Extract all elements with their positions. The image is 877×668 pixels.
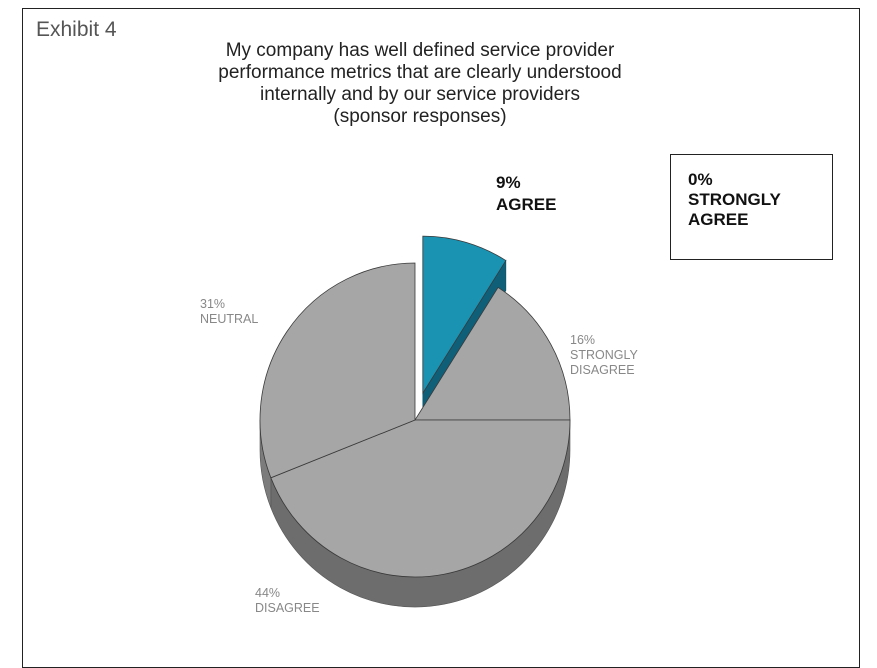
chart-title-line-2: performance metrics that are clearly und… — [218, 62, 622, 83]
chart-title-line-4: (sponsor responses) — [333, 106, 507, 127]
pie-slice-strongly-disagree — [414, 286, 571, 421]
chart-title: My company has well defined service prov… — [150, 40, 690, 128]
callout-label: STRONGLY AGREE — [688, 190, 781, 229]
slice-label-neutral: 31% NEUTRAL — [200, 297, 258, 326]
slice-label-disagree: 44% DISAGREE — [255, 586, 320, 615]
pie-chart: 9% AGREE 16% STRONGLY DISAGREE 44% DISAGREE 31%… — [200, 173, 638, 615]
slice-label-strongly-disagree: 16% STRONGLY DISAGREE — [570, 333, 638, 377]
pie-tops — [259, 235, 571, 578]
callout-percent: 0% — [688, 170, 713, 189]
chart-title-line-1: My company has well defined service prov… — [225, 40, 615, 61]
pie-slice-disagree — [270, 419, 571, 578]
pie-slice-agree — [422, 235, 507, 395]
slice-label-agree: 9% AGREE — [496, 173, 556, 214]
pie-slice-neutral — [259, 262, 416, 479]
strongly-agree-callout: 0% STRONGLY AGREE — [670, 154, 833, 260]
chart-title-line-3: internally and by our service providers — [260, 84, 580, 105]
exhibit-label: Exhibit 4 — [36, 18, 117, 41]
